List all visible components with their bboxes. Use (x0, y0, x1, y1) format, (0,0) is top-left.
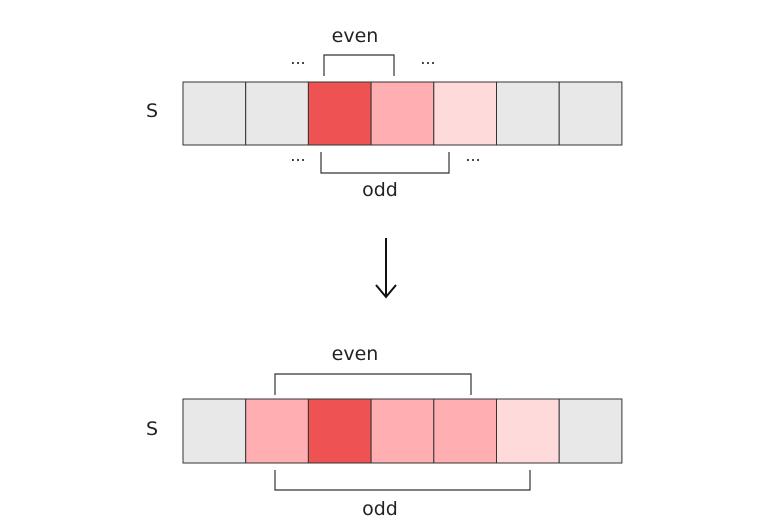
bottom-cell-2 (245, 398, 309, 464)
bottom-cell-1 (182, 398, 247, 464)
top-cell-1 (182, 81, 247, 146)
top-cell-6 (496, 81, 560, 146)
bottom-cell-4 (370, 398, 435, 464)
bottom-even-label: even (332, 343, 379, 365)
top-odd-bracket (320, 152, 450, 174)
bottom-cell-5 (433, 398, 497, 464)
bottom-section: even S odd (146, 343, 623, 520)
top-cell-2 (245, 81, 309, 146)
bottom-even-bracket (274, 373, 472, 395)
top-row-label: S (146, 100, 158, 122)
bottom-odd-label: odd (362, 498, 398, 520)
bottom-cell-6 (496, 398, 560, 464)
top-cell-5 (433, 81, 497, 146)
bottom-cell-7 (558, 398, 623, 464)
top-even-label: even (332, 25, 379, 47)
top-left-upper-ellipsis: ... (290, 49, 305, 68)
top-cell-4 (370, 81, 435, 146)
top-right-upper-ellipsis: ... (420, 49, 435, 68)
top-right-lower-ellipsis: ... (465, 146, 480, 165)
top-even-bracket (323, 54, 395, 76)
bottom-cell-row (182, 398, 623, 464)
down-arrow-icon (375, 238, 397, 299)
top-section: even ... ... S ... ... odd (146, 25, 623, 201)
top-cell-7 (558, 81, 623, 146)
bottom-cell-3 (307, 398, 372, 464)
bottom-row-label: S (146, 418, 158, 440)
bottom-odd-bracket (274, 470, 531, 491)
top-left-lower-ellipsis: ... (290, 146, 305, 165)
top-cell-row (182, 81, 623, 146)
top-odd-label: odd (362, 179, 398, 201)
top-cell-3 (307, 81, 372, 146)
